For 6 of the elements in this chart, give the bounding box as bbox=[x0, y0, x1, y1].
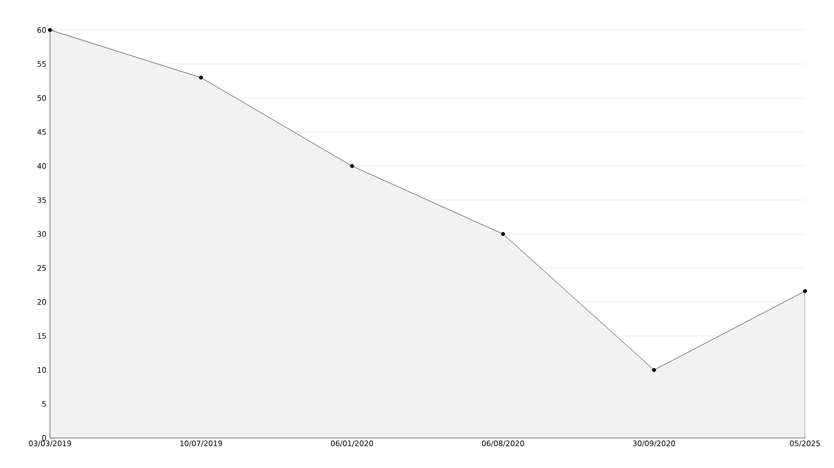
point bbox=[350, 164, 354, 168]
point bbox=[652, 368, 656, 372]
point bbox=[48, 28, 52, 32]
point bbox=[199, 76, 203, 80]
point bbox=[803, 289, 808, 294]
point bbox=[501, 232, 506, 236]
